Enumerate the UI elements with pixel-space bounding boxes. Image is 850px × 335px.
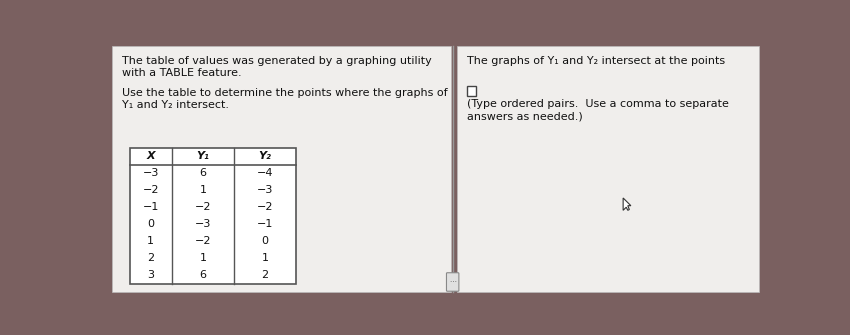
Text: 0: 0 [262, 236, 269, 246]
Text: 1: 1 [200, 253, 207, 263]
Text: −3: −3 [143, 169, 159, 179]
Text: −2: −2 [143, 185, 159, 195]
Text: −3: −3 [257, 185, 274, 195]
Bar [457, 46, 759, 292]
Polygon shape [623, 198, 631, 210]
FancyBboxPatch shape [446, 273, 459, 291]
Text: 6: 6 [200, 270, 207, 280]
Text: −1: −1 [143, 202, 159, 212]
Text: 2: 2 [262, 270, 269, 280]
Text: 6: 6 [200, 169, 207, 179]
Text: −2: −2 [195, 236, 212, 246]
Text: ⋯: ⋯ [449, 279, 456, 285]
Text: 1: 1 [262, 253, 269, 263]
Text: with a TABLE feature.: with a TABLE feature. [122, 68, 241, 78]
Text: 0: 0 [147, 219, 155, 229]
Text: −2: −2 [257, 202, 274, 212]
Text: 1: 1 [200, 185, 207, 195]
Bar [467, 86, 476, 95]
Text: 3: 3 [147, 270, 155, 280]
Text: Use the table to determine the points where the graphs of: Use the table to determine the points wh… [122, 88, 447, 98]
Text: Y₁ and Y₂ intersect.: Y₁ and Y₂ intersect. [122, 100, 229, 110]
Text: Y₂: Y₂ [258, 151, 271, 161]
Bar [129, 148, 296, 283]
Text: −4: −4 [257, 169, 274, 179]
Text: (Type ordered pairs.  Use a comma to separate: (Type ordered pairs. Use a comma to sepa… [467, 99, 728, 109]
Text: −3: −3 [195, 219, 212, 229]
Text: 2: 2 [147, 253, 155, 263]
Text: answers as needed.): answers as needed.) [467, 111, 582, 121]
Text: −2: −2 [195, 202, 212, 212]
Text: The table of values was generated by a graphing utility: The table of values was generated by a g… [122, 56, 432, 66]
Bar [112, 46, 451, 292]
Text: −1: −1 [257, 219, 274, 229]
Text: X: X [146, 151, 155, 161]
Text: Y₁: Y₁ [196, 151, 210, 161]
Text: The graphs of Y₁ and Y₂ intersect at the points: The graphs of Y₁ and Y₂ intersect at the… [467, 56, 725, 66]
Text: 1: 1 [147, 236, 155, 246]
